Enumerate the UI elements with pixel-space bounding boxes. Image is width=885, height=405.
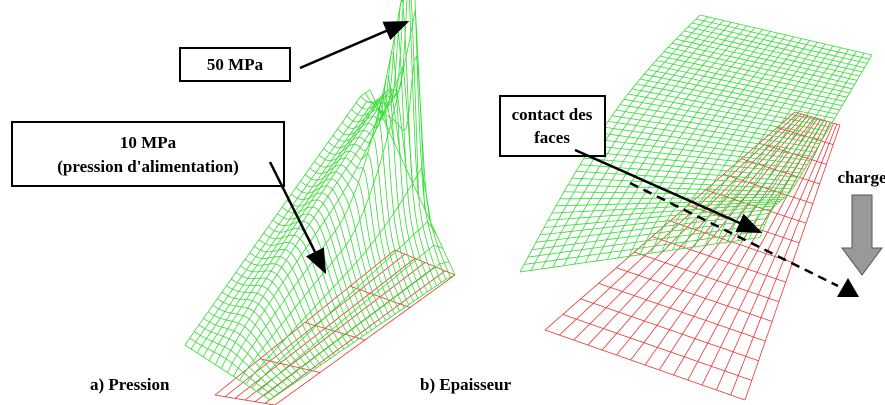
mesh-line (673, 120, 825, 376)
mesh-line (563, 22, 732, 266)
mesh-line (264, 270, 446, 404)
mesh-line (202, 97, 389, 357)
mesh-line (190, 101, 377, 350)
mesh-line (530, 16, 709, 271)
meshes (184, 0, 873, 405)
mesh-line (227, 65, 413, 373)
mesh-line (272, 219, 359, 340)
label: faces (534, 128, 570, 147)
label: (pression d'alimentation) (57, 157, 239, 176)
mesh-line (184, 89, 371, 346)
mesh-line (257, 244, 444, 393)
mesh-line (214, 249, 396, 396)
support (837, 278, 859, 297)
mesh-line (683, 42, 818, 249)
mesh-line (726, 49, 849, 243)
mesh-line (661, 38, 802, 252)
mesh-line (716, 47, 842, 244)
mesh-line (705, 45, 834, 246)
mesh-line (596, 27, 756, 262)
mesh-line (650, 36, 795, 254)
label: 50 MPa (207, 55, 264, 74)
mesh-line (254, 245, 340, 353)
mesh-line (541, 18, 716, 270)
mesh-line (694, 43, 826, 248)
mesh-line (748, 52, 865, 240)
arrow (574, 148, 763, 234)
mesh-line (251, 220, 438, 389)
mesh-line (239, 9, 425, 381)
mesh-line (759, 54, 873, 238)
caption: a) Pression (90, 375, 170, 394)
mesh-line (585, 25, 748, 263)
mesh-line (258, 239, 345, 350)
arrow (268, 161, 327, 275)
mesh-line (630, 117, 815, 361)
mesh-line (215, 88, 401, 365)
mesh-line (208, 91, 395, 361)
mesh-line (737, 51, 857, 241)
mesh-line (672, 40, 810, 251)
arrow (299, 20, 410, 70)
mesh-line (269, 274, 456, 401)
label: 10 MPa (120, 133, 177, 152)
mesh-line (254, 266, 436, 403)
mesh-line (274, 274, 456, 405)
mesh-line (606, 29, 763, 260)
label-box (11, 121, 285, 187)
caption: b) Epaisseur (420, 375, 512, 394)
label: charge (837, 168, 885, 187)
label: contact des (512, 105, 593, 124)
mesh-line (519, 14, 701, 273)
mesh-line (244, 259, 331, 359)
label-box (179, 47, 291, 82)
mesh-line (701, 122, 831, 386)
mesh-line (233, 0, 419, 377)
mesh-line (617, 31, 771, 259)
mesh-line (559, 112, 799, 336)
label-box (499, 95, 606, 157)
mesh-line (628, 32, 779, 257)
mesh-line (574, 23, 740, 265)
dashed-line (629, 181, 839, 288)
mesh-line (639, 34, 787, 255)
mesh-line (658, 119, 822, 371)
mesh-line (263, 261, 449, 397)
mesh-line (716, 122, 834, 391)
load-arrow (841, 194, 883, 276)
mesh-line (552, 20, 724, 268)
mesh-line (196, 101, 383, 354)
mesh-line (245, 166, 432, 385)
mesh-line (587, 114, 805, 346)
